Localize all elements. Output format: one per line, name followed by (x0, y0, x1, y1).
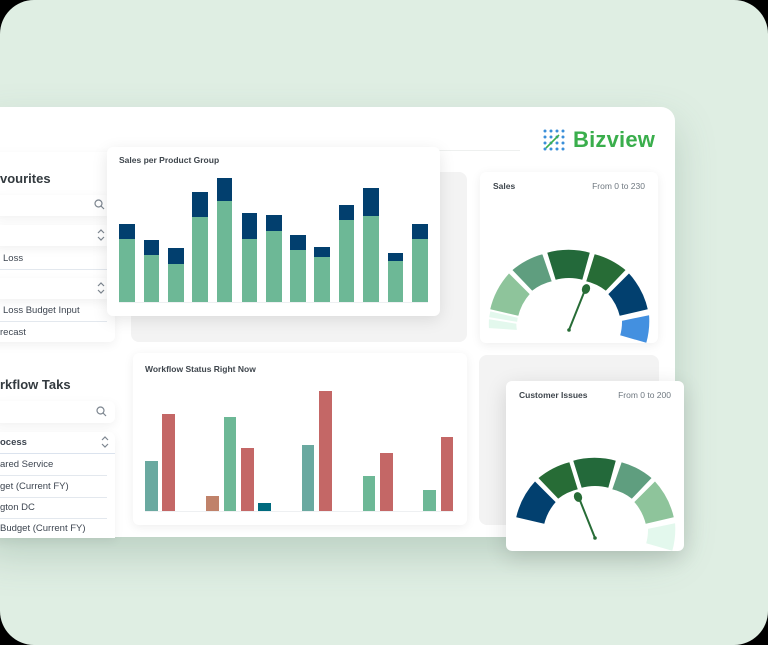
workflow-list-item[interactable]: gton DC (0, 497, 107, 519)
card-title: Customer Issues (519, 390, 588, 400)
search-icon (94, 199, 105, 213)
bar[interactable] (144, 240, 159, 302)
favourites-dropdown-1[interactable] (0, 225, 111, 246)
workflow-list-item[interactable]: ared Service (0, 454, 107, 476)
favourites-list-item[interactable]: Loss Budget Input (0, 300, 107, 322)
sales-gauge (486, 247, 652, 343)
bar[interactable] (302, 445, 314, 511)
favourites-dropdown-2[interactable] (0, 278, 111, 299)
customer-issues-gauge (513, 455, 678, 551)
gauge-needle (567, 284, 591, 332)
bizview-logo-icon (543, 129, 565, 151)
chevron-updown-icon (97, 228, 105, 245)
bar[interactable] (423, 490, 436, 511)
workflow-process-dropdown[interactable] (0, 432, 115, 538)
bar[interactable] (314, 247, 330, 302)
bar[interactable] (290, 235, 306, 302)
bar[interactable] (363, 476, 375, 511)
bar[interactable] (441, 437, 453, 511)
bar[interactable] (224, 417, 236, 511)
workflow-list-item[interactable]: get (Current FY) (0, 476, 107, 498)
chevron-updown-icon (97, 281, 105, 298)
bar[interactable] (363, 188, 379, 302)
card-title: Sales (493, 181, 516, 191)
customer-issues-gauge-card: Customer Issues From 0 to 200 (506, 381, 684, 551)
workflow-search-input[interactable] (0, 401, 115, 423)
bar[interactable] (162, 414, 175, 511)
bar[interactable] (339, 205, 354, 302)
bar[interactable] (380, 453, 393, 511)
gauge-needle (573, 492, 597, 540)
bar[interactable] (217, 178, 232, 302)
favourites-list-item[interactable]: Loss (0, 248, 107, 270)
sales-per-product-group-card: Sales per Product Group (107, 147, 440, 316)
search-icon (96, 406, 107, 420)
gauge-range: From 0 to 230 (592, 181, 645, 191)
workflow-tasks-title: rkflow Taks (0, 377, 71, 392)
workflow-list-item[interactable]: Budget (Current FY) (0, 523, 86, 534)
bar[interactable] (145, 461, 158, 511)
favourites-list-item[interactable]: recast (0, 327, 26, 338)
bar[interactable] (266, 215, 282, 302)
bar[interactable] (206, 496, 219, 511)
favourites-panel (0, 152, 115, 342)
bar[interactable] (388, 253, 403, 302)
bar[interactable] (119, 224, 135, 302)
bar[interactable] (242, 213, 257, 302)
favourites-title: vourites (0, 171, 51, 186)
brand-name: Bizview (573, 127, 656, 152)
bar[interactable] (168, 248, 184, 302)
workflow-process-label[interactable]: ocess (0, 432, 115, 454)
workflow-status-card: Workflow Status Right Now (133, 353, 467, 525)
sales-bar-chart (119, 178, 428, 303)
card-title: Sales per Product Group (119, 155, 220, 165)
brand-logo[interactable]: Bizview (543, 127, 655, 153)
chevron-updown-icon (101, 435, 109, 452)
bar[interactable] (258, 503, 271, 511)
bar[interactable] (412, 224, 428, 302)
bar[interactable] (241, 448, 254, 511)
card-title: Workflow Status Right Now (145, 364, 256, 374)
bar[interactable] (192, 192, 208, 302)
favourites-search-input[interactable] (0, 195, 111, 216)
gauge-range: From 0 to 200 (618, 390, 671, 400)
workflow-bar-chart (145, 391, 454, 512)
header-divider (395, 150, 520, 151)
bar[interactable] (319, 391, 332, 511)
sales-gauge-card: Sales From 0 to 230 (480, 172, 658, 343)
